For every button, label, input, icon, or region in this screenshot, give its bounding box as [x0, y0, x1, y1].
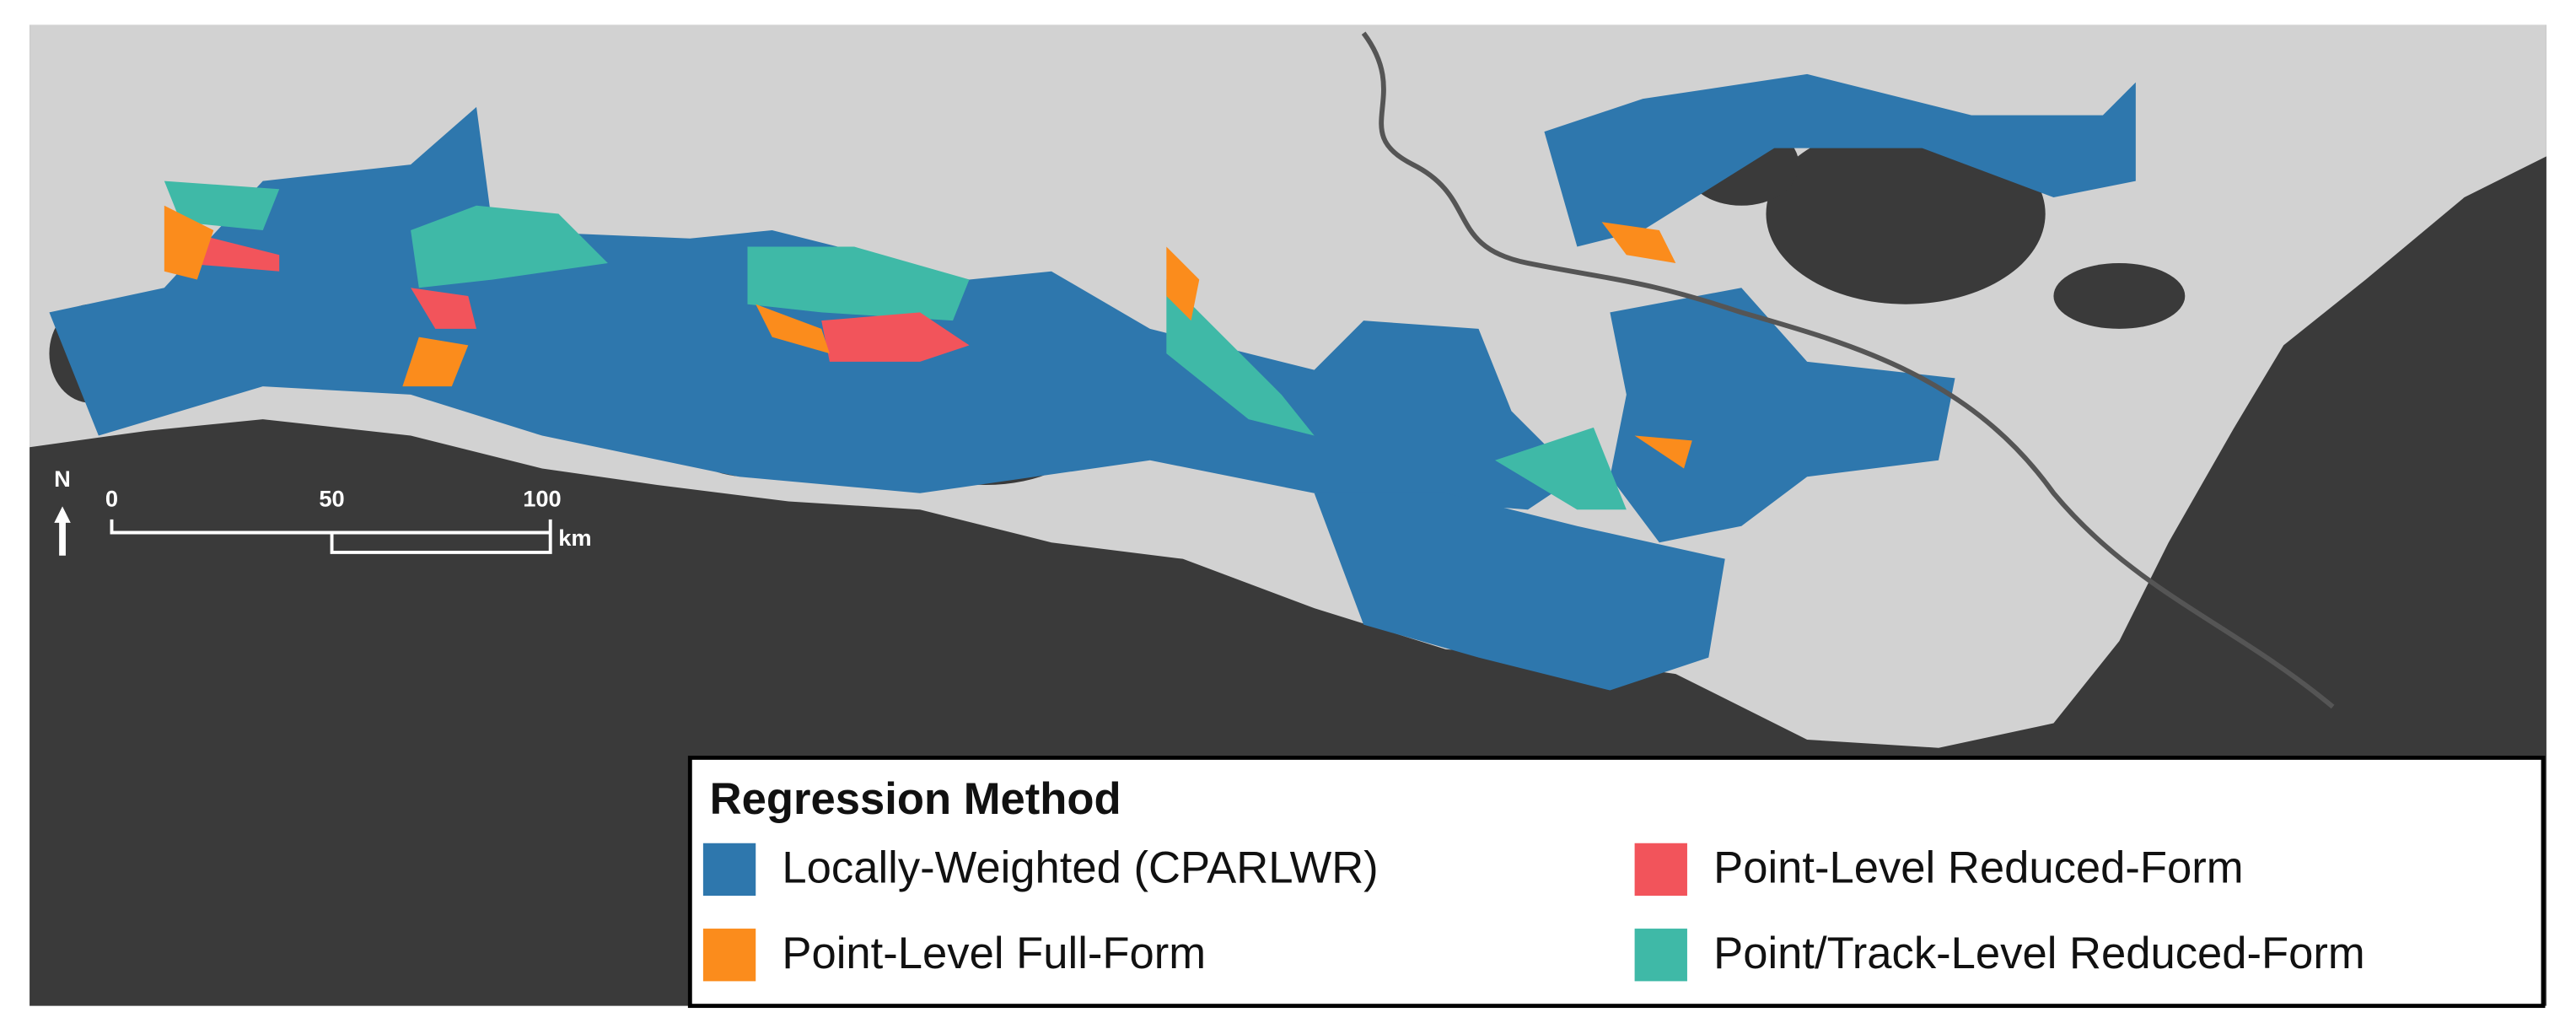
scale-label: 0 [105, 485, 118, 511]
scale-bar: 0 50 100 km [105, 485, 592, 554]
lake [1766, 123, 2046, 304]
north-arrow: N [54, 466, 71, 556]
scale-label: 100 [523, 485, 562, 511]
legend-swatch [702, 929, 756, 982]
region [747, 246, 970, 321]
region [1634, 435, 1692, 469]
region [1166, 279, 1315, 436]
teal-regions [164, 180, 1627, 510]
region [164, 205, 214, 280]
scale-label: 50 [319, 485, 344, 511]
region [164, 180, 280, 231]
region [402, 337, 469, 387]
region [1601, 222, 1676, 263]
legend-swatch [1634, 843, 1687, 897]
map-frame [30, 24, 2546, 1006]
legend: Regression Method Locally-Weighted (CPAR… [687, 755, 2546, 1009]
north-label: N [54, 466, 71, 492]
orange-regions [164, 205, 1692, 469]
region [1610, 288, 1955, 543]
region [411, 288, 477, 329]
legend-label: Point/Track-Level Reduced-Form [1713, 929, 2365, 978]
legend-label: Locally-Weighted (CPARLWR) [782, 843, 1378, 893]
legend-title: Regression Method [710, 774, 1121, 824]
region [821, 312, 970, 362]
region [756, 304, 830, 354]
legend-label: Point-Level Reduced-Form [1713, 843, 2243, 893]
region [1544, 73, 2136, 247]
legend-swatch [1634, 929, 1687, 982]
legend-swatch [702, 843, 756, 897]
scale-unit: km [558, 525, 591, 551]
region [411, 205, 608, 288]
region [1494, 427, 1627, 510]
region [1314, 493, 1725, 691]
region [1166, 246, 1200, 321]
scale-line [110, 519, 552, 554]
legend-label: Point-Level Full-Form [782, 929, 1206, 978]
legend-box [687, 755, 2546, 1009]
river [1361, 31, 2335, 709]
arrow [54, 506, 71, 556]
lake [2053, 262, 2186, 329]
